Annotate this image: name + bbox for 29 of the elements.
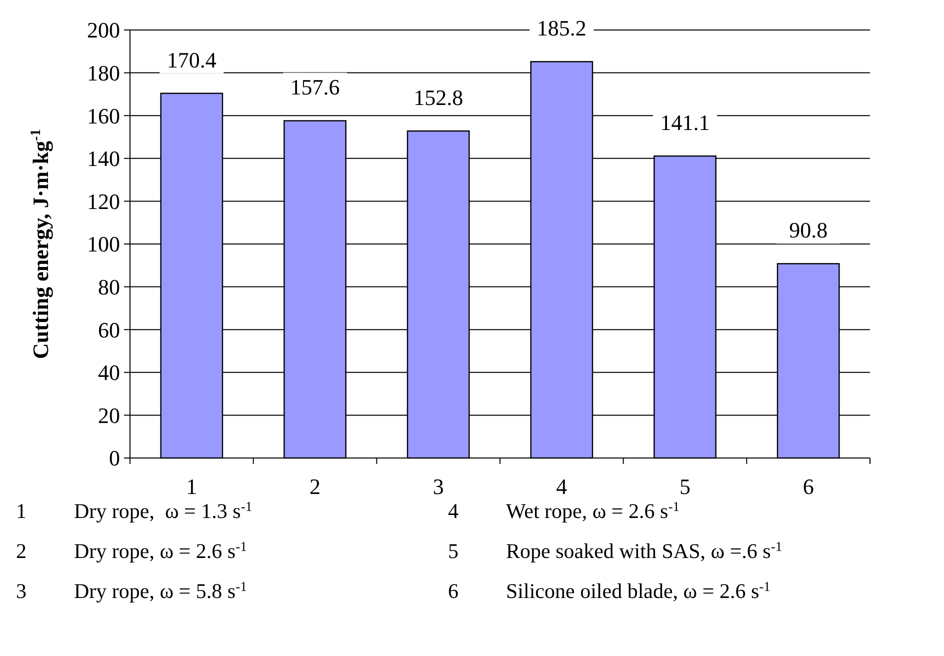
y-tick-label: 0 bbox=[109, 446, 120, 471]
y-tick-label: 180 bbox=[87, 60, 120, 86]
y-tick-label: 100 bbox=[87, 232, 120, 257]
text: 6 Silicone oiled blade, ω = 2.6 s$^{-1}$ bbox=[448, 578, 771, 603]
y-tick-label: 140 bbox=[87, 146, 120, 172]
x-tick-label: 4 bbox=[556, 474, 568, 499]
text: 4 Wet rope, ω = 2.6 s$^{-1}$ bbox=[448, 498, 680, 523]
data-label: 141.1 bbox=[660, 110, 710, 136]
y-tick-label: 20 bbox=[98, 402, 120, 428]
x-tick-label: 2 bbox=[310, 474, 320, 499]
data-label: 170.4 bbox=[166, 47, 216, 72]
y-tick-label: 60 bbox=[98, 317, 120, 342]
data-label: 152.8 bbox=[414, 85, 464, 110]
data-label: 157.6 bbox=[290, 74, 340, 100]
text: 1 Dry rope, ω = 1.3 s$^{-1}$ bbox=[16, 498, 252, 523]
text: 5 Rope soaked with SAS, ω =.6 s$^{-1}$ bbox=[448, 538, 782, 563]
y-tick-label: 40 bbox=[98, 360, 120, 386]
y-tick-label: 120 bbox=[87, 188, 120, 214]
y-tick-label: 80 bbox=[98, 274, 120, 300]
x-tick-label: 1 bbox=[186, 474, 198, 499]
x-tick-label: 6 bbox=[802, 474, 814, 499]
y-tick-label: 160 bbox=[87, 103, 120, 128]
data-label: 90.8 bbox=[789, 218, 828, 243]
x-tick-label: 5 bbox=[680, 474, 690, 499]
text: 2 Dry rope, ω = 2.6 s$^{-1}$ bbox=[16, 538, 247, 563]
x-tick-label: 3 bbox=[432, 474, 444, 499]
y-tick-label: 200 bbox=[87, 18, 120, 43]
text: 3 Dry rope, ω = 5.8 s$^{-1}$ bbox=[16, 578, 247, 603]
data-label: 185.2 bbox=[536, 16, 586, 41]
